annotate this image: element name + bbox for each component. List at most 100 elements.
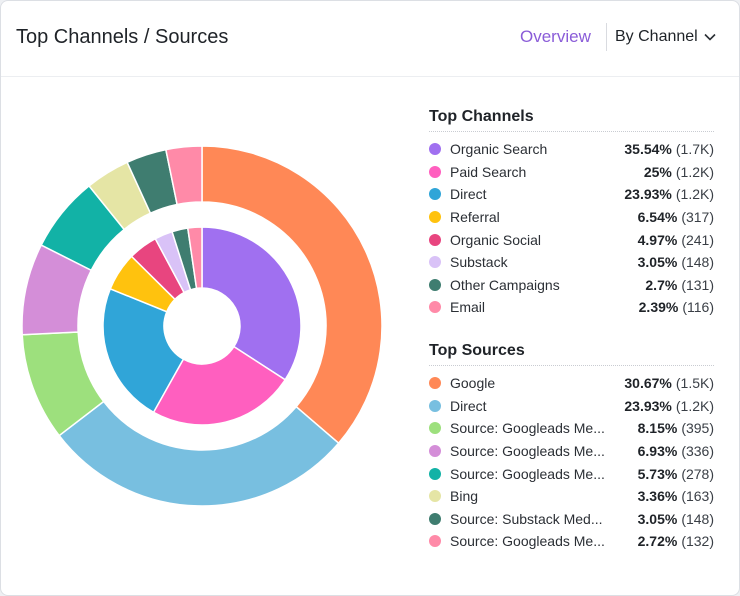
card-header: Top Channels / Sources Overview By Chann…	[1, 1, 739, 77]
legend-count: (116)	[682, 299, 714, 316]
legend-swatch	[429, 377, 441, 390]
legend-percent: 6.54%	[637, 209, 678, 226]
sources-legend-item[interactable]: Source: Googleads Me... 8.15% (395)	[429, 417, 714, 440]
legend-count: (336)	[681, 443, 714, 460]
legend-label: Bing	[450, 488, 479, 505]
channels-legend-item[interactable]: Substack 3.05% (148)	[429, 251, 714, 274]
legend-label: Paid Search	[450, 163, 527, 180]
legend-percent: 25%	[643, 163, 672, 180]
legend-swatch	[429, 143, 441, 156]
legend-count: (163)	[681, 488, 714, 505]
legend-count: (131)	[681, 276, 714, 293]
channels-legend-item[interactable]: Direct 23.93% (1.2K)	[429, 183, 714, 206]
legend-count: (1.2K)	[675, 186, 714, 203]
legend-swatch	[429, 422, 441, 435]
legend-count: (317)	[681, 209, 714, 226]
legend-swatch	[429, 165, 441, 178]
sources-legend-heading: Top Sources	[429, 340, 714, 366]
legend-percent: 8.15%	[637, 420, 678, 437]
legend-count: (148)	[681, 510, 714, 527]
legend-swatch	[429, 188, 441, 201]
nested-donut-chart	[21, 145, 383, 507]
sources-legend-list: Google 30.67% (1.5K) Direct 23.93% (1.2K) Sour…	[429, 372, 714, 553]
channels-legend-item[interactable]: Email 2.39% (116)	[429, 296, 714, 319]
channels-slice-8[interactable]	[186, 226, 203, 290]
legend-swatch	[429, 301, 441, 314]
channels-legend-heading: Top Channels	[429, 106, 714, 132]
legend-percent: 2.7%	[645, 276, 678, 293]
overview-link[interactable]: Overview	[520, 27, 591, 46]
legend-swatch	[429, 490, 441, 503]
legend-count: (1.2K)	[675, 163, 714, 180]
sources-slice-1[interactable]	[201, 145, 383, 445]
sources-slice-8[interactable]	[164, 145, 203, 206]
legend-count: (1.5K)	[675, 375, 714, 392]
sources-legend-item[interactable]: Google 30.67% (1.5K)	[429, 372, 714, 395]
legend-label: Organic Social	[450, 231, 542, 248]
legend-label: Email	[450, 299, 486, 316]
sources-legend-item[interactable]: Bing 3.36% (163)	[429, 485, 714, 508]
channels-legend-item[interactable]: Organic Search 35.54% (1.7K)	[429, 138, 714, 161]
legend-label: Source: Googleads Me...	[450, 465, 605, 482]
channels-legend-list: Organic Search 35.54% (1.7K) Paid Search 25%…	[429, 138, 714, 319]
legend-percent: 30.67%	[624, 375, 672, 392]
legend-label: Source: Googleads Me...	[450, 533, 605, 550]
legend-label: Referral	[450, 209, 500, 226]
sources-slice-2[interactable]	[58, 400, 340, 507]
legend-swatch	[429, 256, 441, 269]
legend-label: Organic Search	[450, 141, 548, 158]
legend-percent: 35.54%	[624, 141, 672, 158]
legend-percent: 23.93%	[624, 186, 672, 203]
legend-count: (132)	[681, 533, 714, 550]
legend-percent: 2.39%	[638, 299, 679, 316]
sources-legend-item[interactable]: Source: Substack Med... 3.05% (148)	[429, 508, 714, 531]
chevron-down-icon	[704, 33, 716, 41]
legend-label: Substack	[450, 254, 508, 271]
legend-percent: 6.93%	[637, 443, 678, 460]
legend-label: Google	[450, 375, 496, 392]
channels-legend: Top Channels Organic Search 35.54% (1.7K) P…	[429, 106, 714, 319]
channels-legend-item[interactable]: Organic Social 4.97% (241)	[429, 228, 714, 251]
legend-swatch	[429, 233, 441, 246]
legend-swatch	[429, 467, 441, 480]
legend-percent: 5.73%	[637, 465, 678, 482]
channels-slice-3[interactable]	[102, 287, 185, 414]
legend-swatch	[429, 211, 441, 224]
legend-label: Source: Googleads Me...	[450, 443, 605, 460]
legend-label: Source: Substack Med...	[450, 510, 603, 527]
sources-legend-item[interactable]: Source: Googleads Me... 2.72% (132)	[429, 530, 714, 553]
legend-swatch	[429, 278, 441, 291]
by-channel-dropdown[interactable]: By Channel	[615, 28, 716, 46]
legend-swatch	[429, 535, 441, 548]
legend-count: (241)	[681, 231, 714, 248]
channels-slice-1[interactable]	[201, 226, 302, 381]
legend-count: (395)	[681, 420, 714, 437]
channels-legend-item[interactable]: Other Campaigns 2.7% (131)	[429, 274, 714, 297]
header-divider	[606, 23, 607, 51]
dropdown-label: By Channel	[615, 28, 698, 45]
legend-label: Direct	[450, 186, 487, 203]
legend-percent: 3.05%	[637, 510, 678, 527]
channels-legend-item[interactable]: Paid Search 25% (1.2K)	[429, 161, 714, 184]
legend-percent: 4.97%	[637, 231, 678, 248]
legend-count: (278)	[681, 465, 714, 482]
legend-swatch	[429, 399, 441, 412]
sources-legend-item[interactable]: Source: Googleads Me... 5.73% (278)	[429, 462, 714, 485]
legend-percent: 3.36%	[637, 488, 678, 505]
legend-count: (1.2K)	[675, 397, 714, 414]
legend-swatch	[429, 445, 441, 458]
legend-count: (148)	[681, 254, 714, 271]
legend-label: Source: Googleads Me...	[450, 420, 605, 437]
sources-legend: Top Sources Google 30.67% (1.5K) Direct 23.9…	[429, 340, 714, 553]
card-title: Top Channels / Sources	[16, 26, 229, 48]
legend-label: Other Campaigns	[450, 276, 560, 293]
legend-percent: 23.93%	[624, 397, 672, 414]
channels-legend-item[interactable]: Referral 6.54% (317)	[429, 206, 714, 229]
legend-count: (1.7K)	[675, 141, 714, 158]
channels-slice-2[interactable]	[152, 345, 287, 426]
legend-percent: 2.72%	[637, 533, 678, 550]
legend-label: Direct	[450, 397, 487, 414]
sources-legend-item[interactable]: Source: Googleads Me... 6.93% (336)	[429, 440, 714, 463]
sources-legend-item[interactable]: Direct 23.93% (1.2K)	[429, 395, 714, 418]
